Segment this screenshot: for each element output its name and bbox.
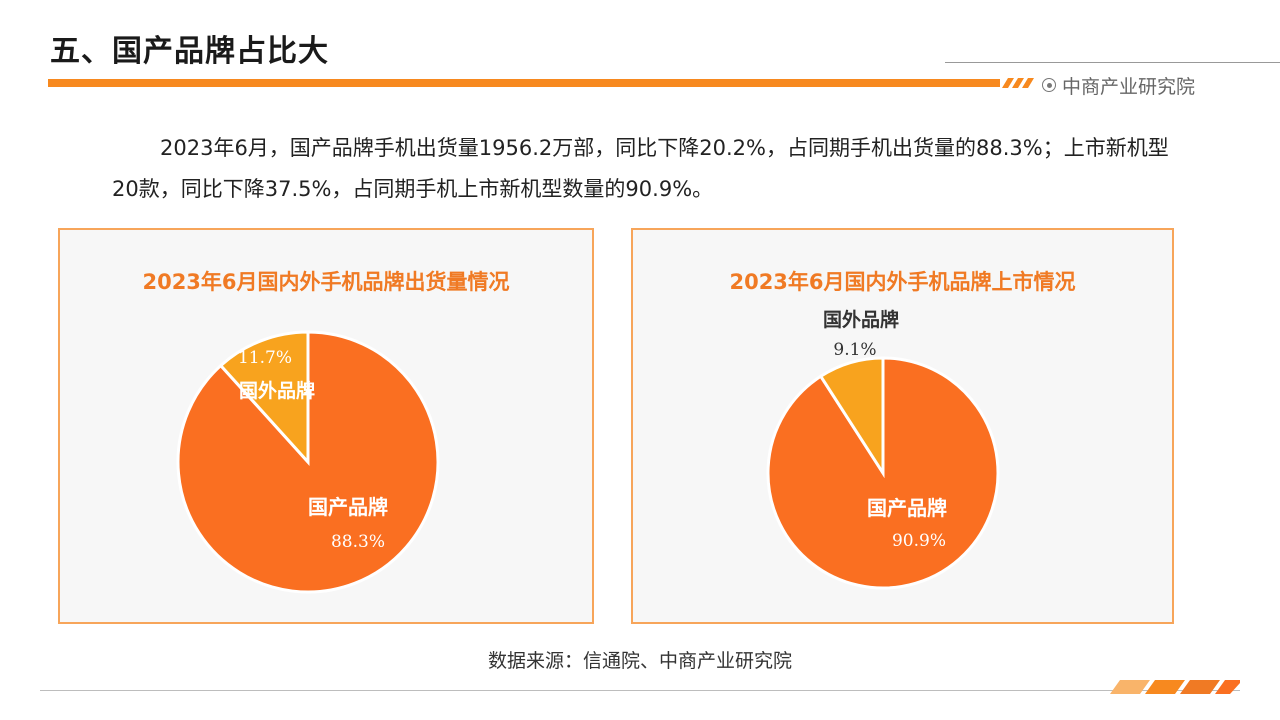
domestic-label: 国产品牌 — [308, 495, 388, 519]
foreign-label: 国外品牌 — [239, 379, 315, 402]
domestic-percent: 88.3% — [331, 532, 385, 552]
brand-label: 中商产业研究院 — [1042, 72, 1195, 98]
footer-divider — [40, 690, 1240, 691]
summary-paragraph: 2023年6月，国产品牌手机出货量1956.2万部，同比下降20.2%，占同期手… — [112, 136, 1169, 201]
domestic-label: 国产品牌 — [867, 496, 947, 520]
pie-slice-foreign — [818, 356, 885, 479]
slide-title: 五、国产品牌占比大 — [50, 34, 329, 69]
domestic-percent: 90.9% — [892, 531, 946, 551]
shipment-chart-title: 2023年6月国内外手机品牌出货量情况 — [142, 270, 510, 294]
data-source: 数据来源：信通院、中商产业研究院 — [487, 650, 792, 672]
shipment-pie-chart: 国产品牌 88.3% 国外品牌 11.7% — [176, 330, 440, 594]
pie-slice-foreign — [218, 330, 310, 466]
title-accent-bar — [48, 79, 1000, 87]
foreign-percent: 11.7% — [238, 348, 292, 368]
launch-pie-chart: 国产品牌 90.9% 国外品牌 9.1% — [766, 308, 1000, 590]
foreign-label: 国外品牌 — [823, 308, 899, 331]
target-icon — [1042, 78, 1056, 92]
title-stripes-decoration — [1002, 78, 1034, 88]
launch-chart-panel: 2023年6月国内外手机品牌上市情况 国产品牌 90.9% 国外品牌 9.1% — [631, 228, 1174, 624]
foreign-percent: 9.1% — [833, 340, 876, 360]
footer-stripes-decoration — [1110, 680, 1240, 694]
shipment-chart-panel: 2023年6月国内外手机品牌出货量情况 国产品牌 88.3% 国外品牌 11.7% — [58, 228, 594, 624]
header-divider — [945, 62, 1280, 63]
launch-chart-title: 2023年6月国内外手机品牌上市情况 — [729, 270, 1076, 294]
brand-name: 中商产业研究院 — [1062, 75, 1196, 98]
